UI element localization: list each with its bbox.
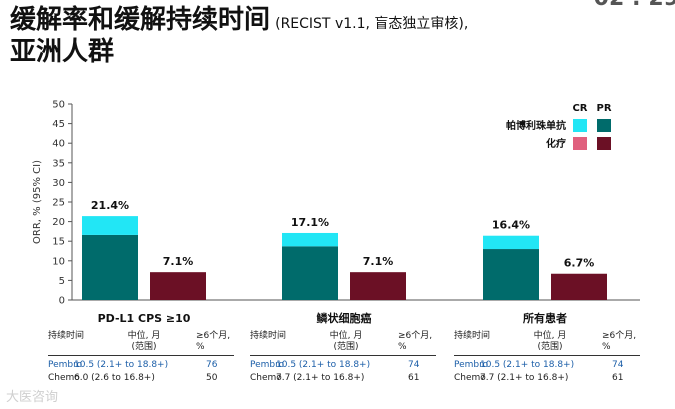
dor-table: 持续时间 中位, 月 (范围) ≥6个月,% Pembro 10.5 (2.1+ to 1… <box>48 331 234 391</box>
table-cell: 74 <box>612 360 624 370</box>
orr-chart: 0 5 10 15 20 25 30 35 40 45 50 ORR, % (95% CI) 21.4%… <box>32 100 640 325</box>
y-tick-label: 50 <box>52 100 65 111</box>
bar-cr <box>282 232 338 247</box>
table-cell: 7.7 (2.1+ to 16.8+) <box>480 373 569 383</box>
y-axis-label: ORR, % (95% CI) <box>32 160 43 244</box>
category-label: PD-L1 CPS ≥10 <box>98 312 191 325</box>
y-tick-label: 35 <box>52 158 65 169</box>
watermark: 大医咨询 <box>6 390 59 405</box>
table-cell: 74 <box>408 360 420 370</box>
table-header: ≥6个月,% <box>398 331 433 352</box>
y-tick-label: 15 <box>52 237 65 248</box>
legend-entry: 化疗 <box>546 137 566 150</box>
data-label: 7.1% <box>363 255 394 268</box>
table-header: 持续时间 <box>48 331 85 341</box>
table-cell: 7.7 (2.1+ to 16.8+) <box>276 373 365 383</box>
category-label: 所有患者 <box>523 311 567 325</box>
dor-table: 持续时间 中位, 月 (范围) ≥6个月,% Pembro 10.5 (2.1+ to 1… <box>454 331 640 391</box>
y-tick-label: 30 <box>52 178 65 189</box>
bar-pr <box>483 249 539 300</box>
table-cell: 6.0 (2.6 to 16.8+) <box>74 373 155 383</box>
y-tick-label: 40 <box>52 139 65 150</box>
data-label: 16.4% <box>492 219 530 232</box>
data-label: 17.1% <box>291 216 329 229</box>
table-cell: Pembro <box>454 360 489 370</box>
title-note: (RECIST v1.1, 盲态独立审核), <box>275 16 469 32</box>
table-cell: Pembro <box>48 360 83 370</box>
bar-pr <box>82 234 138 300</box>
table-header: 持续时间 <box>250 331 287 341</box>
y-tick-label: 10 <box>52 256 65 267</box>
legend-cr-header: CR <box>572 103 587 114</box>
table-cell: 76 <box>206 360 218 370</box>
table-cell: Chemo <box>454 373 486 383</box>
title-line1: 缓解率和缓解持续时间 <box>10 5 271 35</box>
legend-swatch-cr <box>573 137 587 150</box>
table-divider <box>250 355 436 356</box>
data-label: 6.7% <box>564 257 595 270</box>
bar-cr <box>82 216 138 235</box>
bar-pr <box>150 272 206 300</box>
table-cell: 61 <box>408 373 420 383</box>
title-line2: 亚洲人群 <box>10 37 115 67</box>
y-tick-label: 25 <box>52 198 65 209</box>
category-label: 鳞状细胞癌 <box>317 311 372 325</box>
bar-pr <box>282 246 338 300</box>
table-header: 中位, 月 (范围) <box>127 331 161 352</box>
y-tick-label: 5 <box>59 276 65 287</box>
legend-swatch-pr <box>597 137 611 150</box>
table-cell: Chemo <box>48 373 80 383</box>
table-header: 中位, 月 (范围) <box>533 331 567 352</box>
table-header: 中位, 月 (范围) <box>329 331 363 352</box>
table-cell: 10.5 (2.1+ to 18.8+) <box>74 360 169 370</box>
table-header: ≥6个月,% <box>196 331 231 352</box>
table-cell: 10.5 (2.1+ to 18.8+) <box>276 360 371 370</box>
legend-pr-header: PR <box>596 103 611 114</box>
table-cell: Chemo <box>250 373 282 383</box>
table-header: ≥6个月,% <box>602 331 637 352</box>
table-header: 持续时间 <box>454 331 491 341</box>
y-tick-label: 20 <box>52 217 65 228</box>
data-label: 21.4% <box>91 199 129 212</box>
table-cell: 50 <box>206 373 218 383</box>
table-cell: 61 <box>612 373 624 383</box>
table-cell: Pembro <box>250 360 285 370</box>
legend-swatch-pr <box>597 119 611 132</box>
table-cell: 10.5 (2.1+ to 18.8+) <box>480 360 575 370</box>
timer: 02 : 29 <box>594 0 675 11</box>
y-tick-label: 0 <box>59 296 65 307</box>
legend-swatch-cr <box>573 119 587 132</box>
bar-pr <box>350 272 406 300</box>
slide-title: 缓解率和缓解持续时间 (RECIST v1.1, 盲态独立审核), 亚洲人群 <box>10 6 650 69</box>
legend-entry: 帕博利珠单抗 <box>506 119 566 132</box>
dor-table: 持续时间 中位, 月 (范围) ≥6个月,% Pembro 10.5 (2.1+ to 1… <box>250 331 436 391</box>
data-label: 7.1% <box>163 255 194 268</box>
table-divider <box>454 355 640 356</box>
bar-cr <box>483 235 539 250</box>
table-divider <box>48 355 234 356</box>
bar-pr <box>551 273 607 300</box>
y-tick-label: 45 <box>52 119 65 130</box>
